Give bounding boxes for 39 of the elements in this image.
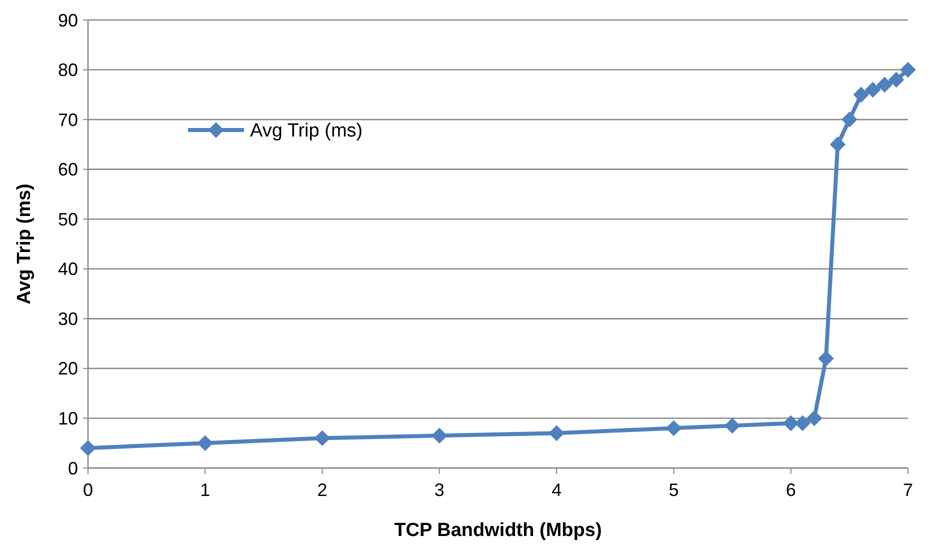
point bbox=[782, 415, 799, 432]
point bbox=[794, 415, 810, 432]
point bbox=[864, 82, 881, 98]
y-tick-label: 20 bbox=[58, 358, 78, 379]
point bbox=[900, 62, 916, 78]
y-tick-label: 90 bbox=[58, 10, 78, 30]
y-tick-label: 40 bbox=[58, 259, 78, 280]
x-tick-label: 2 bbox=[317, 480, 328, 500]
point bbox=[853, 86, 870, 103]
point bbox=[842, 112, 858, 128]
point bbox=[724, 418, 740, 434]
x-axis-title: TCP Bandwidth (Mbps) bbox=[394, 520, 602, 541]
x-tick-label: 4 bbox=[552, 480, 562, 500]
point bbox=[666, 420, 682, 436]
x-tick-label: 1 bbox=[200, 480, 210, 500]
y-tick-label: 50 bbox=[58, 209, 78, 230]
y-tick-label: 10 bbox=[58, 408, 78, 429]
point bbox=[830, 136, 846, 152]
x-tick-label: 3 bbox=[434, 480, 444, 500]
point bbox=[818, 350, 834, 366]
legend-label: Avg Trip (ms) bbox=[250, 120, 363, 142]
point bbox=[197, 435, 214, 452]
y-tick-label: 70 bbox=[58, 110, 78, 130]
y-tick-label: 80 bbox=[58, 60, 78, 80]
point bbox=[888, 72, 904, 88]
point bbox=[432, 428, 448, 444]
point bbox=[314, 430, 330, 446]
point bbox=[876, 76, 892, 93]
x-tick-label: 7 bbox=[902, 480, 914, 500]
y-tick-label: 60 bbox=[58, 160, 78, 180]
y-tick-label: 0 bbox=[68, 458, 78, 478]
x-tick-label: 6 bbox=[786, 480, 796, 500]
point bbox=[80, 440, 96, 456]
y-tick-label: 30 bbox=[58, 308, 78, 329]
point bbox=[548, 425, 564, 442]
x-tick-label: 5 bbox=[668, 480, 679, 500]
x-tick-label: 0 bbox=[82, 480, 94, 500]
y-axis-title: Avg Trip (ms) bbox=[14, 184, 35, 304]
point bbox=[806, 410, 822, 426]
